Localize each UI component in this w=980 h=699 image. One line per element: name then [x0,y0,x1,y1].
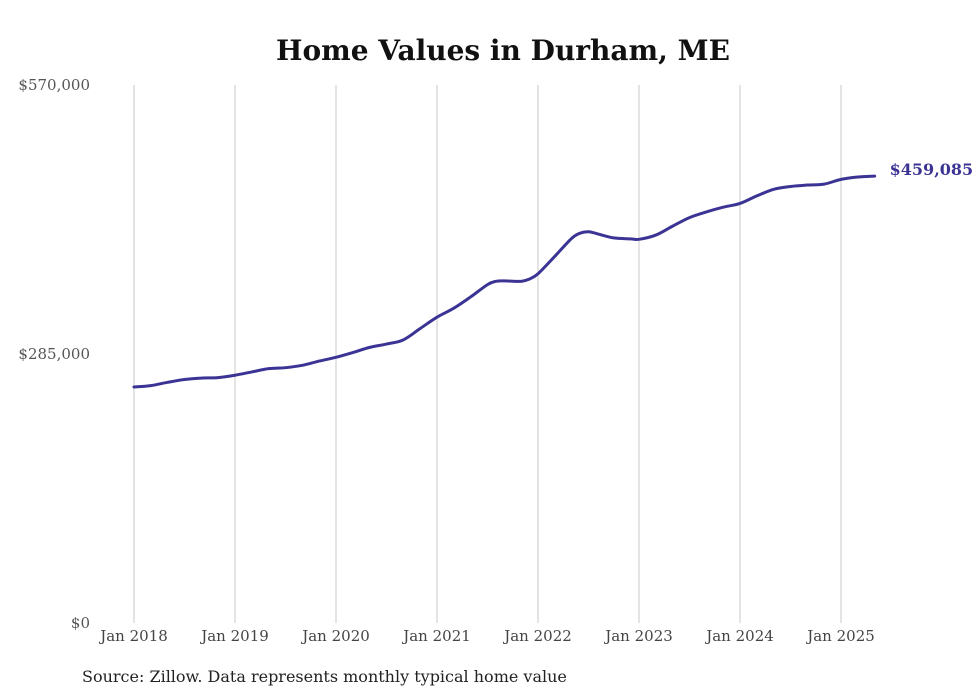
source-note: Source: Zillow. Data represents monthly … [82,667,567,686]
x-tick-label: Jan 2018 [98,627,168,645]
x-axis-tick-labels: Jan 2018 Jan 2019 Jan 2020 Jan 2021 Jan 2022… [98,627,875,645]
y-axis-tick-labels: $0 $285,000 $570,000 [18,76,90,632]
x-gridlines [133,85,842,623]
y-tick-label: $285,000 [18,345,90,363]
y-tick-label: $0 [71,614,90,632]
x-tick-label: Jan 2019 [199,627,269,645]
x-tick-label: Jan 2020 [300,627,370,645]
x-tick-label: Jan 2021 [401,627,471,645]
home-value-line [132,174,877,389]
x-tick-label: Jan 2025 [805,627,875,645]
x-tick-label: Jan 2023 [603,627,673,645]
latest-value-label: $459,085 [890,160,974,179]
chart-title: Home Values in Durham, ME [276,34,730,67]
x-tick-label: Jan 2022 [502,627,572,645]
y-tick-label: $570,000 [18,76,90,94]
x-tick-label: Jan 2024 [704,627,774,645]
